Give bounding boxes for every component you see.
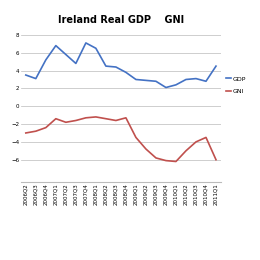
GNI	[44, 126, 47, 129]
GNI	[154, 156, 158, 159]
GDP	[44, 58, 47, 61]
GNI	[214, 158, 218, 161]
GDP	[74, 62, 77, 65]
GNI	[194, 140, 198, 144]
Title: Ireland Real GDP    GNI: Ireland Real GDP GNI	[58, 15, 184, 25]
GNI	[204, 136, 207, 139]
GDP	[114, 66, 118, 69]
GDP	[54, 44, 57, 47]
GNI	[74, 119, 77, 122]
GDP	[144, 79, 147, 82]
GDP	[204, 80, 207, 83]
GNI	[174, 160, 178, 163]
GDP	[124, 71, 127, 74]
Legend: GDP, GNI: GDP, GNI	[226, 76, 246, 94]
GDP	[24, 74, 27, 77]
GNI	[84, 116, 87, 119]
GNI	[94, 115, 98, 119]
GNI	[184, 149, 187, 152]
GDP	[164, 86, 167, 89]
GDP	[174, 83, 178, 86]
GNI	[114, 119, 118, 122]
GNI	[34, 130, 37, 133]
GDP	[134, 78, 138, 81]
GDP	[34, 77, 37, 80]
Line: GDP: GDP	[26, 43, 216, 88]
GDP	[64, 53, 67, 56]
GNI	[24, 131, 27, 134]
GDP	[184, 78, 187, 81]
Line: GNI: GNI	[26, 117, 216, 161]
GDP	[154, 80, 158, 83]
GDP	[94, 47, 98, 50]
GNI	[164, 159, 167, 162]
GNI	[64, 121, 67, 124]
GDP	[214, 64, 218, 68]
GNI	[54, 117, 57, 120]
GDP	[194, 77, 198, 80]
GDP	[104, 64, 107, 68]
GNI	[104, 117, 107, 120]
GNI	[134, 136, 138, 139]
GDP	[84, 41, 87, 44]
GNI	[144, 147, 147, 151]
GNI	[124, 116, 127, 119]
